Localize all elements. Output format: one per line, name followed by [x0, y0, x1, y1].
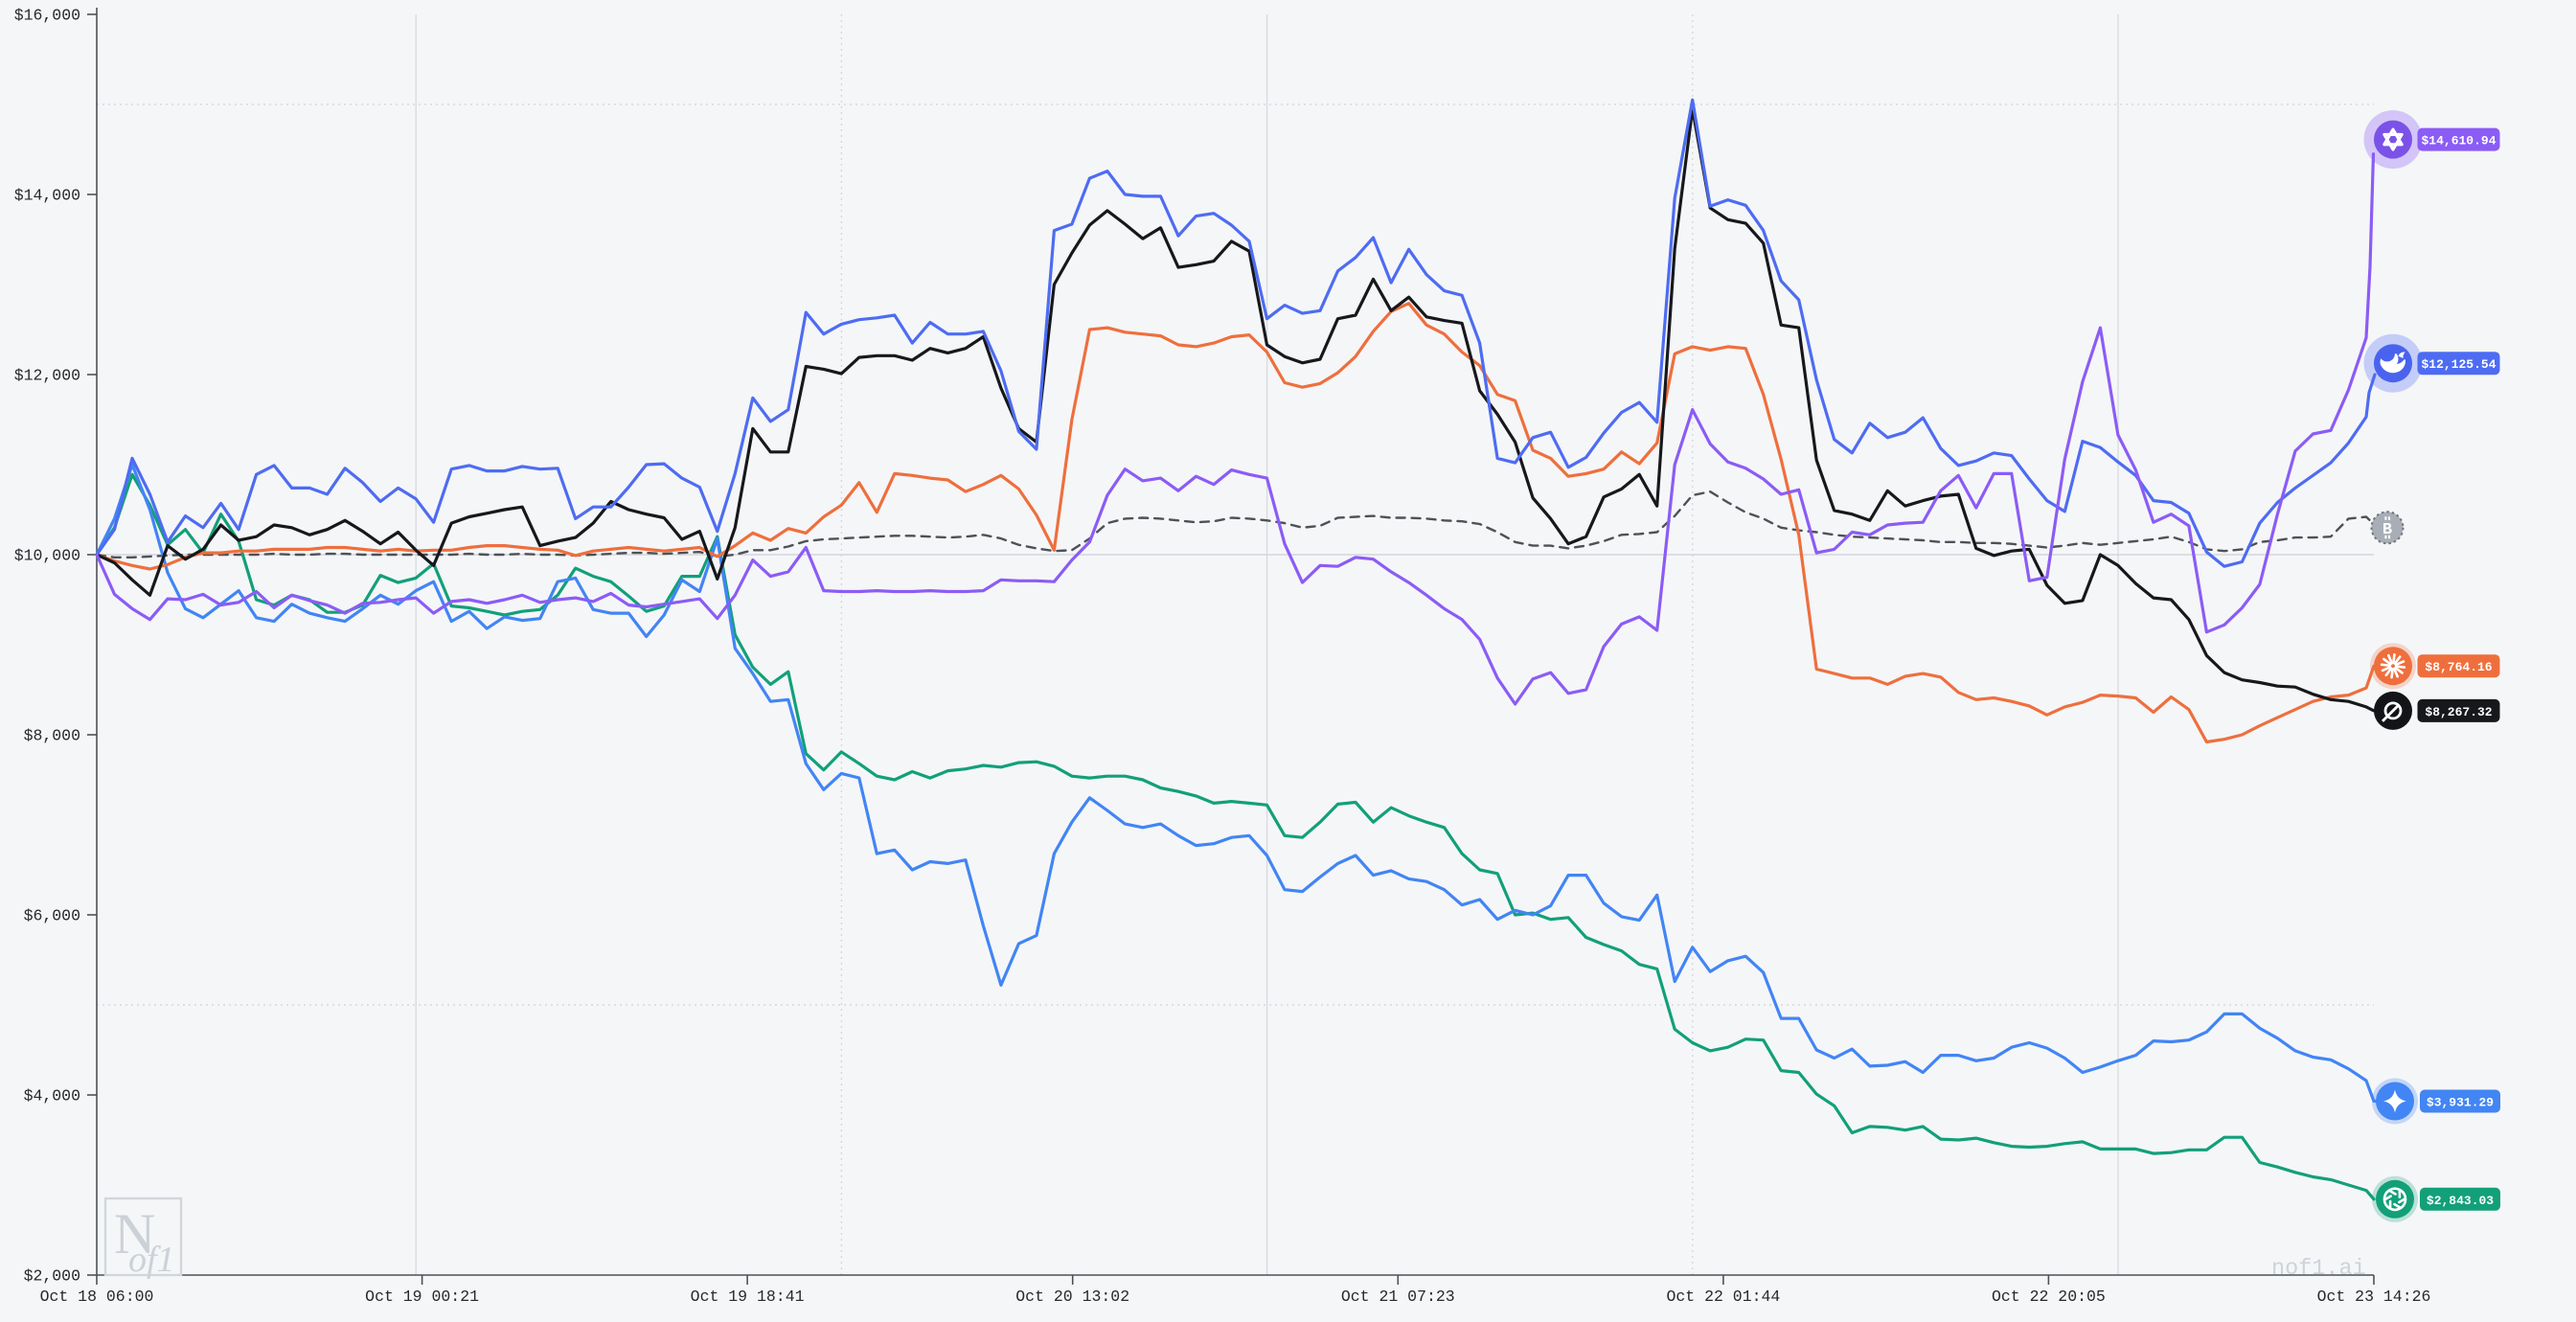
svg-text:Oct 18 06:00: Oct 18 06:00	[40, 1288, 154, 1306]
svg-text:$8,000: $8,000	[24, 727, 80, 745]
svg-text:Oct 19 00:21: Oct 19 00:21	[365, 1288, 479, 1306]
svg-text:$3,931.29: $3,931.29	[2427, 1096, 2494, 1110]
svg-text:Oct 20 13:02: Oct 20 13:02	[1015, 1288, 1129, 1306]
svg-text:$6,000: $6,000	[24, 907, 80, 925]
svg-text:$12,125.54: $12,125.54	[2421, 357, 2496, 372]
svg-text:Oct 19 18:41: Oct 19 18:41	[691, 1288, 805, 1306]
svg-text:Oct 23 14:26: Oct 23 14:26	[2317, 1288, 2431, 1306]
svg-text:nof1.ai: nof1.ai	[2271, 1256, 2366, 1282]
svg-text:$10,000: $10,000	[14, 547, 80, 565]
svg-text:Oct 22 01:44: Oct 22 01:44	[1666, 1288, 1780, 1306]
svg-text:Oct 22 20:05: Oct 22 20:05	[1992, 1288, 2106, 1306]
svg-text:$2,843.03: $2,843.03	[2427, 1194, 2494, 1208]
svg-text:$16,000: $16,000	[14, 7, 80, 25]
svg-text:$12,000: $12,000	[14, 367, 80, 385]
svg-text:Oct 21 07:23: Oct 21 07:23	[1341, 1288, 1455, 1306]
svg-text:$14,610.94: $14,610.94	[2421, 134, 2496, 148]
svg-text:$14,000: $14,000	[14, 187, 80, 205]
svg-text:N: N	[114, 1202, 155, 1265]
svg-text:$8,764.16: $8,764.16	[2425, 660, 2492, 674]
svg-text:$2,000: $2,000	[24, 1267, 80, 1286]
svg-text:of1: of1	[128, 1240, 175, 1280]
svg-text:B: B	[2382, 521, 2392, 539]
svg-text:$8,267.32: $8,267.32	[2425, 705, 2492, 719]
svg-text:$4,000: $4,000	[24, 1087, 80, 1105]
